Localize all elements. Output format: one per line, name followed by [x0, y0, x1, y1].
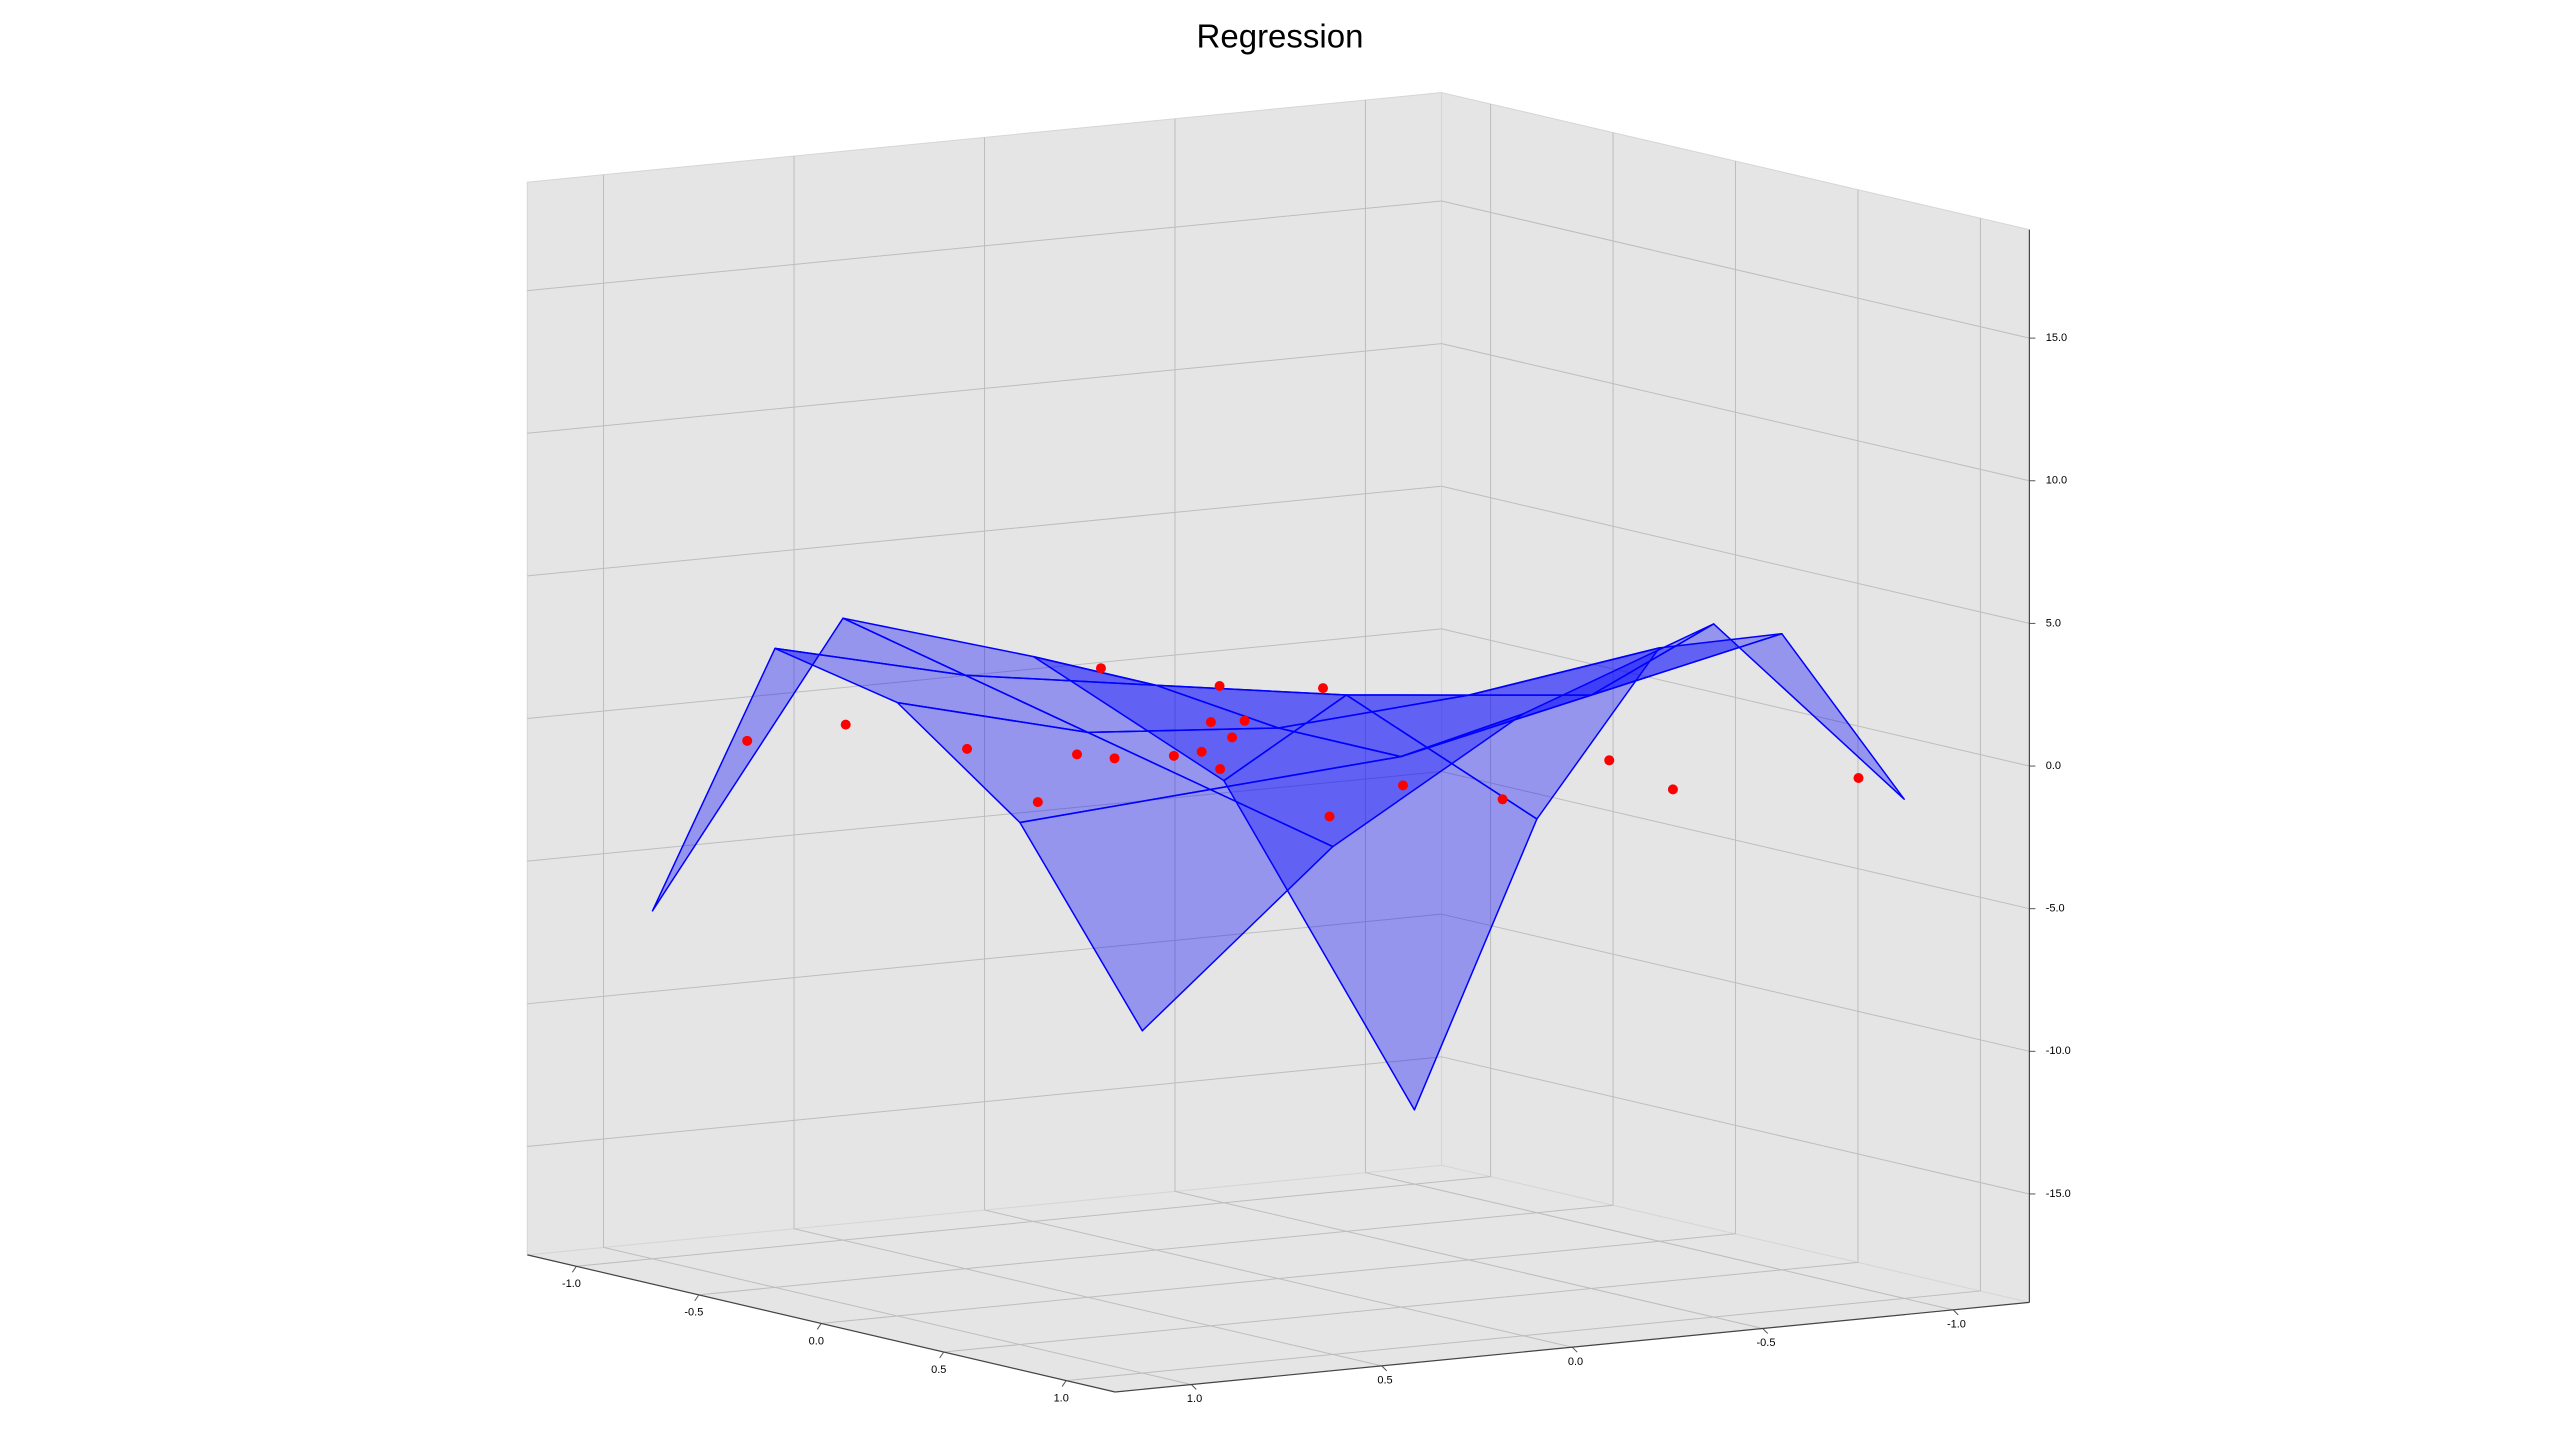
data-point	[742, 735, 753, 746]
x-tick-mark	[939, 1351, 945, 1359]
grid-line	[1441, 628, 2030, 767]
data-point	[1032, 797, 1043, 808]
grid-line	[603, 1246, 1192, 1386]
data-point	[1324, 811, 1335, 822]
grid-line	[527, 771, 1442, 862]
x-tick-label: -0.5	[684, 1307, 703, 1319]
data-point	[1196, 746, 1207, 757]
y-tick-mark	[1381, 1365, 1388, 1372]
data-point	[962, 743, 973, 754]
grid-line	[527, 485, 1442, 577]
data-point	[1853, 772, 1864, 783]
axis-line	[527, 1254, 1116, 1393]
x-tick-mark	[571, 1266, 577, 1273]
grid-line	[1441, 1056, 2030, 1195]
x-tick-label: 1.0	[1054, 1392, 1069, 1404]
data-point	[1397, 780, 1408, 791]
grid-line	[527, 628, 1442, 720]
grid-line	[527, 1056, 1442, 1147]
y-tick-label: 0.0	[1568, 1356, 1583, 1368]
x-tick-mark	[1061, 1380, 1067, 1387]
data-point	[1168, 750, 1179, 761]
grid-line	[527, 343, 1442, 434]
data-point	[1214, 680, 1225, 691]
grid-line	[1441, 771, 2030, 910]
data-point	[1215, 764, 1226, 775]
grid-line	[1441, 343, 2030, 482]
y-tick-mark	[1762, 1328, 1769, 1334]
y-tick-mark	[1952, 1309, 1959, 1316]
data-point	[1109, 753, 1120, 764]
data-point	[1095, 663, 1106, 674]
z-tick-label: 5.0	[2046, 617, 2061, 629]
grid-line	[793, 1228, 1382, 1367]
data-point	[1205, 717, 1216, 728]
x-tick-label: 0.5	[931, 1364, 946, 1376]
data-point	[840, 719, 851, 730]
y-tick-mark	[1190, 1384, 1197, 1390]
z-tick-label: -10.0	[2046, 1045, 2071, 1057]
data-point	[1497, 794, 1508, 805]
y-tick-label: 0.5	[1377, 1374, 1392, 1386]
x-tick-mark	[694, 1294, 700, 1302]
z-tick-label: -15.0	[2046, 1188, 2071, 1200]
x-tick-label: -1.0	[562, 1278, 581, 1290]
data-point	[1227, 732, 1238, 743]
y-tick-label: -1.0	[1947, 1318, 1966, 1330]
z-tick-label: 0.0	[2046, 760, 2061, 772]
surface-patch	[1019, 788, 1334, 1032]
x-tick-label: 0.0	[809, 1335, 824, 1347]
data-point	[1667, 784, 1678, 795]
grid-line	[1441, 200, 2030, 339]
data-point	[1239, 715, 1250, 726]
grid-line	[984, 1209, 1573, 1348]
data-point	[1317, 683, 1328, 694]
x-tick-mark	[816, 1323, 822, 1330]
z-tick-label: 10.0	[2046, 475, 2067, 487]
grid-line	[1174, 1190, 1763, 1329]
z-tick-label: -5.0	[2046, 903, 2065, 915]
grid-line	[1441, 485, 2030, 624]
z-tick-label: 15.0	[2046, 332, 2067, 344]
grid-line	[1365, 1172, 1954, 1311]
y-tick-label: -0.5	[1757, 1337, 1776, 1349]
y-tick-label: 1.0	[1187, 1393, 1202, 1405]
axis-line	[1115, 1301, 2030, 1393]
grid-line	[527, 913, 1442, 1005]
grid-line	[1441, 913, 2030, 1052]
grid-line	[527, 200, 1442, 292]
data-point	[1072, 749, 1083, 760]
data-point	[1604, 755, 1615, 766]
y-tick-mark	[1571, 1346, 1578, 1353]
chart-title: Regression	[1197, 18, 1364, 55]
